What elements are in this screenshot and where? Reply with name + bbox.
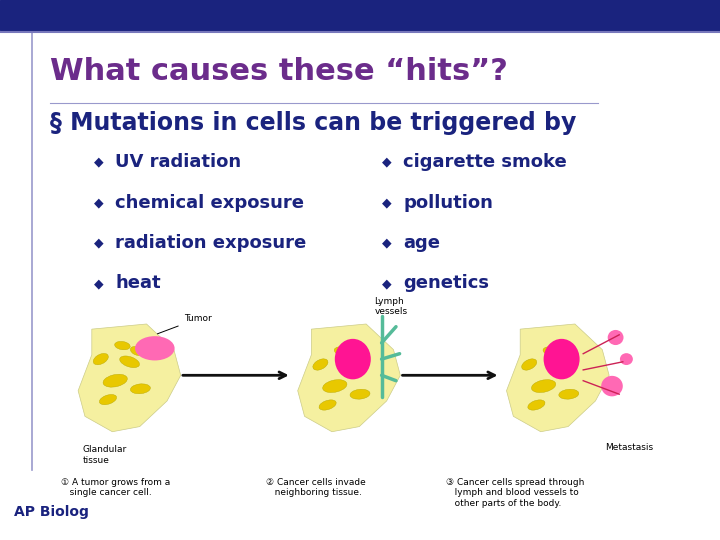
Text: age: age — [403, 234, 440, 252]
Text: Lymph
vessels: Lymph vessels — [374, 297, 408, 316]
Text: ① A tumor grows from a
   single cancer cell.: ① A tumor grows from a single cancer cel… — [61, 478, 171, 497]
Ellipse shape — [601, 376, 623, 396]
Ellipse shape — [114, 341, 130, 350]
Text: ◆: ◆ — [382, 237, 391, 249]
Text: § Mutations in cells can be triggered by: § Mutations in cells can be triggered by — [50, 111, 577, 134]
Polygon shape — [78, 324, 181, 432]
Ellipse shape — [120, 356, 140, 368]
Text: ③ Cancer cells spread through
   lymph and blood vessels to
   other parts of th: ③ Cancer cells spread through lymph and … — [446, 478, 585, 508]
Ellipse shape — [543, 347, 559, 355]
Ellipse shape — [130, 384, 150, 394]
Ellipse shape — [99, 394, 117, 405]
Ellipse shape — [339, 361, 359, 373]
Text: Glandular
tissue: Glandular tissue — [83, 446, 127, 465]
Text: radiation exposure: radiation exposure — [115, 234, 307, 252]
Ellipse shape — [544, 339, 580, 379]
Text: Tumor: Tumor — [158, 314, 212, 334]
Text: pollution: pollution — [403, 193, 493, 212]
Text: ◆: ◆ — [382, 277, 391, 290]
Text: ② Cancer cells invade
   neighboring tissue.: ② Cancer cells invade neighboring tissue… — [266, 478, 366, 497]
Text: ◆: ◆ — [94, 156, 103, 168]
Text: ◆: ◆ — [94, 237, 103, 249]
Ellipse shape — [313, 359, 328, 370]
Text: genetics: genetics — [403, 274, 489, 293]
Ellipse shape — [522, 359, 536, 370]
Text: ◆: ◆ — [382, 156, 391, 168]
Text: Metastasis: Metastasis — [605, 443, 653, 452]
Text: What causes these “hits”?: What causes these “hits”? — [50, 57, 508, 86]
Ellipse shape — [531, 380, 556, 393]
Text: UV radiation: UV radiation — [115, 153, 241, 171]
Text: AP Biolog: AP Biolog — [14, 505, 89, 519]
Polygon shape — [298, 324, 400, 432]
Ellipse shape — [548, 361, 568, 373]
Text: heat: heat — [115, 274, 161, 293]
Ellipse shape — [350, 352, 363, 361]
Text: ◆: ◆ — [382, 196, 391, 209]
Ellipse shape — [94, 354, 108, 364]
Polygon shape — [507, 324, 609, 432]
Ellipse shape — [559, 352, 572, 361]
Ellipse shape — [350, 389, 370, 399]
Ellipse shape — [103, 374, 127, 387]
Ellipse shape — [130, 347, 143, 355]
Ellipse shape — [323, 380, 347, 393]
Ellipse shape — [335, 339, 371, 379]
Bar — [0, 0, 720, 30]
Ellipse shape — [559, 389, 579, 399]
Text: chemical exposure: chemical exposure — [115, 193, 304, 212]
Ellipse shape — [319, 400, 336, 410]
Ellipse shape — [135, 336, 175, 361]
Text: ◆: ◆ — [94, 196, 103, 209]
Ellipse shape — [620, 353, 633, 365]
Text: ◆: ◆ — [94, 277, 103, 290]
Ellipse shape — [334, 347, 350, 355]
Ellipse shape — [528, 400, 545, 410]
Ellipse shape — [608, 330, 624, 345]
Text: cigarette smoke: cigarette smoke — [403, 153, 567, 171]
